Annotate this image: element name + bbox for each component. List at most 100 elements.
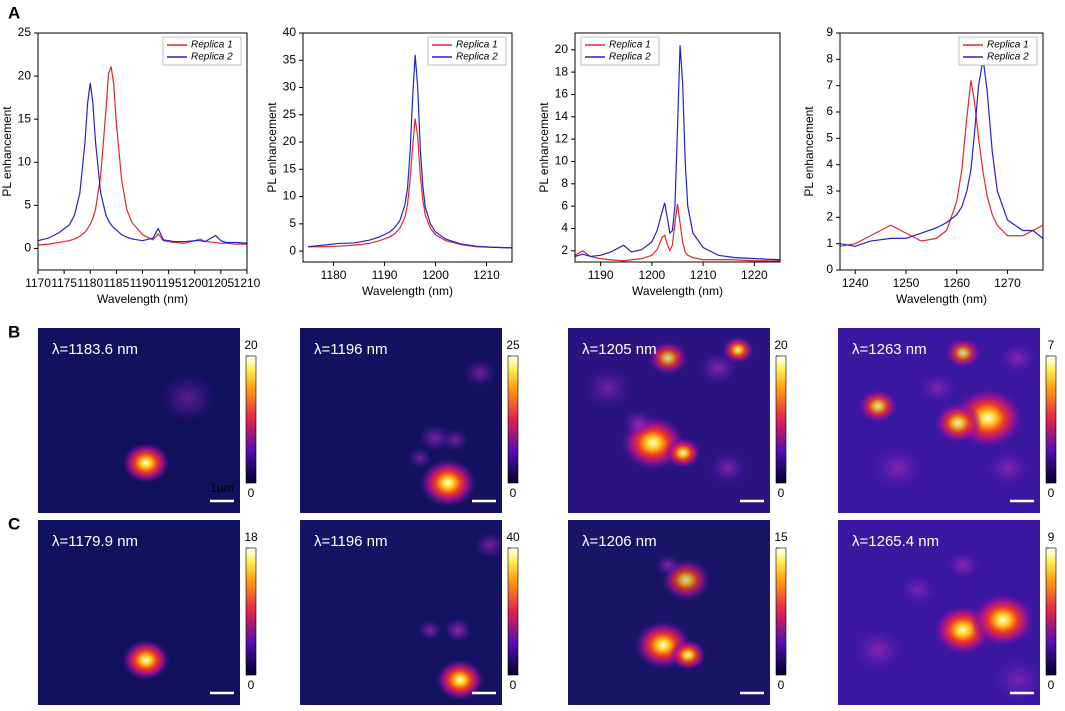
y-tick-label: 10 (555, 154, 569, 168)
x-tick-label: 1250 (893, 276, 920, 290)
heatmap-spot (158, 372, 218, 424)
heatmap-bg (568, 520, 770, 705)
y-tick-label: 25 (283, 107, 297, 121)
x-axis-label: Wavelength (nm) (632, 284, 723, 298)
heatmap-spot (122, 639, 170, 681)
heatmap (838, 328, 1040, 513)
panel-label: A (8, 3, 20, 22)
colorbar-tick-label: 25 (506, 338, 520, 352)
y-tick-label: 30 (283, 80, 297, 94)
y-tick-label: 0 (826, 262, 833, 276)
heatmap-spot (898, 573, 938, 607)
heatmap-spot (990, 656, 1040, 704)
y-axis-label: PL enhancement (802, 106, 816, 197)
series-line (839, 59, 1044, 247)
panel-label: C (8, 514, 20, 533)
heatmap-spot (858, 389, 898, 423)
y-tick-label: 15 (18, 111, 32, 125)
colorbar-tick-label: 0 (1048, 678, 1055, 692)
series-line (37, 66, 247, 246)
colorbar-tick-label: 0 (778, 678, 785, 692)
heatmap-spot (420, 459, 476, 507)
heatmap-spot (464, 359, 496, 387)
y-tick-label: 6 (826, 104, 833, 118)
heatmap (568, 520, 770, 705)
heatmap-spot (934, 402, 982, 444)
colorbar-tick-label: 0 (778, 486, 785, 500)
y-tick-label: 2 (826, 210, 833, 224)
heatmap (568, 328, 770, 513)
colorbar-tick-label: 0 (248, 678, 255, 692)
y-tick-label: 20 (555, 42, 569, 56)
y-tick-label: 9 (826, 25, 833, 39)
colorbar-tick-label: 9 (1048, 530, 1055, 544)
y-axis-label: PL enhancement (265, 102, 279, 193)
colorbar-tick-label: 0 (1048, 486, 1055, 500)
x-tick-label: 1170 (25, 276, 51, 290)
heatmap-spot (850, 626, 906, 674)
y-tick-label: 4 (826, 157, 833, 171)
colorbar-tick-label: 15 (774, 530, 788, 544)
y-tick-label: 5 (289, 216, 296, 230)
colorbar (1045, 547, 1057, 676)
legend-box (580, 36, 660, 66)
series-line (308, 118, 513, 249)
heatmap-spot (698, 351, 738, 385)
colorbar (507, 547, 519, 676)
colorbar-tick-label: 20 (774, 338, 788, 352)
plot-frame (839, 32, 1044, 271)
colorbar-tick-label: 0 (510, 486, 517, 500)
heatmap (38, 520, 240, 705)
heatmap-spot (708, 451, 748, 485)
y-axis-label: PL enhancement (537, 102, 551, 193)
y-tick-label: 18 (555, 64, 569, 78)
y-tick-label: 16 (555, 87, 569, 101)
heatmap-spot (441, 428, 469, 452)
x-tick-label: 1260 (943, 276, 970, 290)
map-label: λ=1265.4 nm (852, 533, 939, 550)
y-tick-label: 1 (826, 236, 833, 250)
x-tick-label: 1240 (842, 276, 869, 290)
y-tick-label: 5 (826, 131, 833, 145)
x-tick-label: 1180 (321, 268, 347, 282)
y-tick-label: 5 (24, 198, 31, 212)
plot-frame (574, 32, 781, 263)
scale-bar-label: 1µm (210, 481, 234, 495)
series-line (574, 203, 780, 262)
heatmap-spot (670, 639, 706, 671)
x-tick-label: 1195 (156, 276, 182, 290)
legend-label: Replica 2 (456, 52, 498, 63)
heatmap-spot (945, 337, 981, 369)
colorbar (775, 547, 787, 676)
map-label: λ=1206 nm (582, 533, 657, 550)
panel-label: B (8, 322, 20, 341)
y-tick-label: 6 (561, 198, 568, 212)
plot-frame (302, 32, 513, 263)
x-tick-label: 1200 (422, 268, 449, 282)
heatmap-spot (971, 592, 1035, 648)
x-tick-label: 1185 (103, 276, 129, 290)
x-axis-label: Wavelength (nm) (362, 284, 453, 298)
heatmap (38, 328, 240, 513)
colorbar-tick-label: 0 (248, 486, 255, 500)
heatmap-spot (870, 444, 926, 492)
heatmap-spot (444, 618, 472, 642)
y-tick-label: 15 (283, 161, 297, 175)
legend-label: Replica 1 (609, 40, 651, 51)
x-tick-label: 1205 (208, 276, 235, 290)
x-tick-label: 1190 (372, 268, 398, 282)
heatmap-spot (474, 531, 502, 559)
y-tick-label: 14 (555, 109, 569, 123)
colorbar (245, 355, 257, 484)
legend-label: Replica 2 (609, 52, 651, 63)
colorbar-tick-label: 0 (510, 678, 517, 692)
y-tick-label: 3 (826, 183, 833, 197)
y-tick-label: 8 (826, 52, 833, 66)
y-tick-label: 2 (561, 243, 568, 257)
y-tick-label: 20 (283, 134, 297, 148)
y-axis-label: PL enhancement (0, 106, 14, 197)
y-tick-label: 20 (18, 68, 32, 82)
x-tick-label: 1180 (77, 276, 103, 290)
map-label: λ=1183.6 nm (52, 341, 138, 358)
colorbar (1045, 355, 1057, 484)
